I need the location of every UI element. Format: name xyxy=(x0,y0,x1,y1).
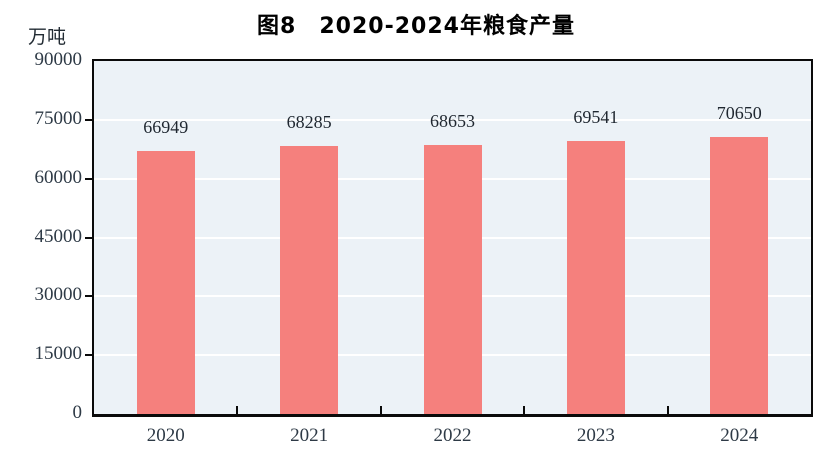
x-axis-label-2024: 2024 xyxy=(720,425,759,446)
y-axis-tick xyxy=(85,177,92,180)
x-axis-tick xyxy=(666,406,669,414)
y-axis-tick-label: 15000 xyxy=(34,343,83,365)
x-axis-label-2020: 2020 xyxy=(146,425,185,446)
y-axis-unit-label: 万吨 xyxy=(28,27,67,48)
bar-value-label-2024: 70650 xyxy=(716,102,762,123)
y-axis-tick xyxy=(85,236,92,239)
bar-2022 xyxy=(423,144,482,414)
chart-title: 图8 2020-2024年粮食产量 xyxy=(257,14,575,39)
y-axis-tick xyxy=(85,354,92,357)
bar-2024 xyxy=(710,136,769,414)
y-axis-tick-label: 45000 xyxy=(34,225,83,247)
y-axis-tick-label: 30000 xyxy=(34,284,83,306)
y-axis-tick-label: 60000 xyxy=(34,166,83,188)
bar-value-label-2023: 69541 xyxy=(573,107,619,128)
x-axis-label-2022: 2022 xyxy=(433,425,472,446)
y-axis-tick xyxy=(85,118,92,121)
x-axis-label-2023: 2023 xyxy=(576,425,615,446)
y-axis-tick xyxy=(85,295,92,298)
bar-value-label-2021: 68285 xyxy=(286,112,332,133)
x-axis-tick xyxy=(379,406,382,414)
x-axis-label-2021: 2021 xyxy=(290,425,329,446)
bar-2021 xyxy=(280,146,339,414)
bar-value-label-2020: 66949 xyxy=(143,117,189,138)
bar-value-label-2022: 68653 xyxy=(430,110,475,131)
x-axis-tick xyxy=(523,406,526,414)
plot-area: 66949 68285 68653 69541 70650 xyxy=(92,59,813,417)
x-axis-tick xyxy=(236,406,239,414)
bar-2023 xyxy=(566,141,625,414)
bar-2020 xyxy=(136,151,195,414)
y-axis-tick-label: 0 xyxy=(72,402,83,423)
y-axis-tick-label: 90000 xyxy=(34,49,83,70)
y-axis-tick-label: 75000 xyxy=(34,107,83,129)
gridline xyxy=(94,118,811,121)
